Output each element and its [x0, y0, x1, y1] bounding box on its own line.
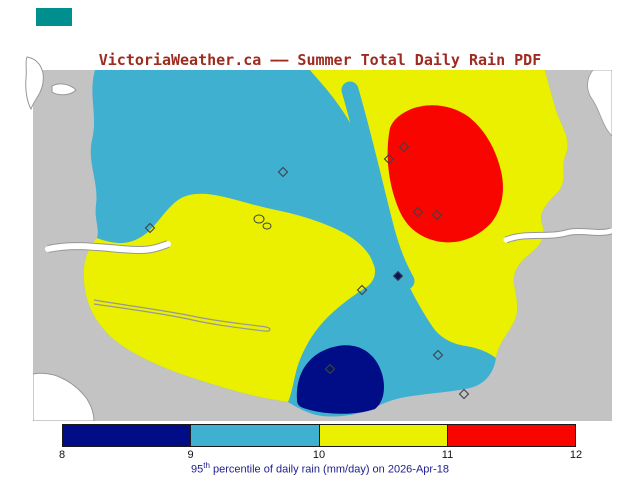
station-marker	[432, 349, 444, 361]
caption-number: 95	[191, 463, 204, 476]
channel-east-water	[503, 228, 612, 243]
colorbar-segment	[63, 425, 191, 446]
station-markers	[144, 141, 470, 400]
teal-corner-box	[36, 8, 72, 26]
station-marker	[277, 166, 289, 178]
station-marker	[431, 209, 443, 221]
caption-text: percentile of daily rain (mm/day) on 202…	[209, 463, 449, 476]
station-marker	[356, 284, 368, 296]
station-marker	[458, 388, 470, 400]
station-marker-filled	[392, 270, 404, 282]
caption-ordinal: th	[203, 461, 210, 470]
region-band-9-10-channel	[341, 81, 415, 290]
colorbar-tick: 9	[187, 449, 194, 461]
colorbar-tick: 12	[569, 449, 583, 461]
colorbar-segment	[446, 425, 575, 446]
coast-inlet-top-left	[51, 83, 77, 96]
colorbar	[62, 424, 576, 447]
region-band-11-12	[387, 105, 503, 243]
lake-outline-small	[262, 222, 272, 230]
station-marker	[383, 153, 395, 165]
lake-outline-large	[253, 214, 265, 224]
colorbar-tick: 8	[58, 449, 66, 461]
inlet-shoreline-south	[93, 299, 271, 332]
coast-water-top-right	[587, 70, 612, 137]
colorbar-caption: 95th percentile of daily rain (mm/day) o…	[0, 461, 640, 476]
station-marker-filled	[324, 363, 336, 375]
colorbar-tick: 11	[441, 449, 454, 461]
station-marker	[412, 206, 424, 218]
station-marker	[144, 222, 156, 234]
coast-water-bottom-left	[33, 372, 95, 421]
page-title: VictoriaWeather.ca –– Summer Total Daily…	[98, 51, 542, 69]
inlet-channel-west-water	[45, 241, 171, 254]
colorbar-tick-labels: 8 9 10 11 12	[58, 449, 582, 462]
coastline-fragment-top-left	[25, 56, 44, 111]
colorbar-tick: 10	[312, 449, 326, 461]
region-band-8-9	[296, 345, 384, 414]
station-marker	[398, 141, 410, 153]
colorbar-segment	[190, 425, 319, 446]
colorbar-segment	[318, 425, 447, 446]
